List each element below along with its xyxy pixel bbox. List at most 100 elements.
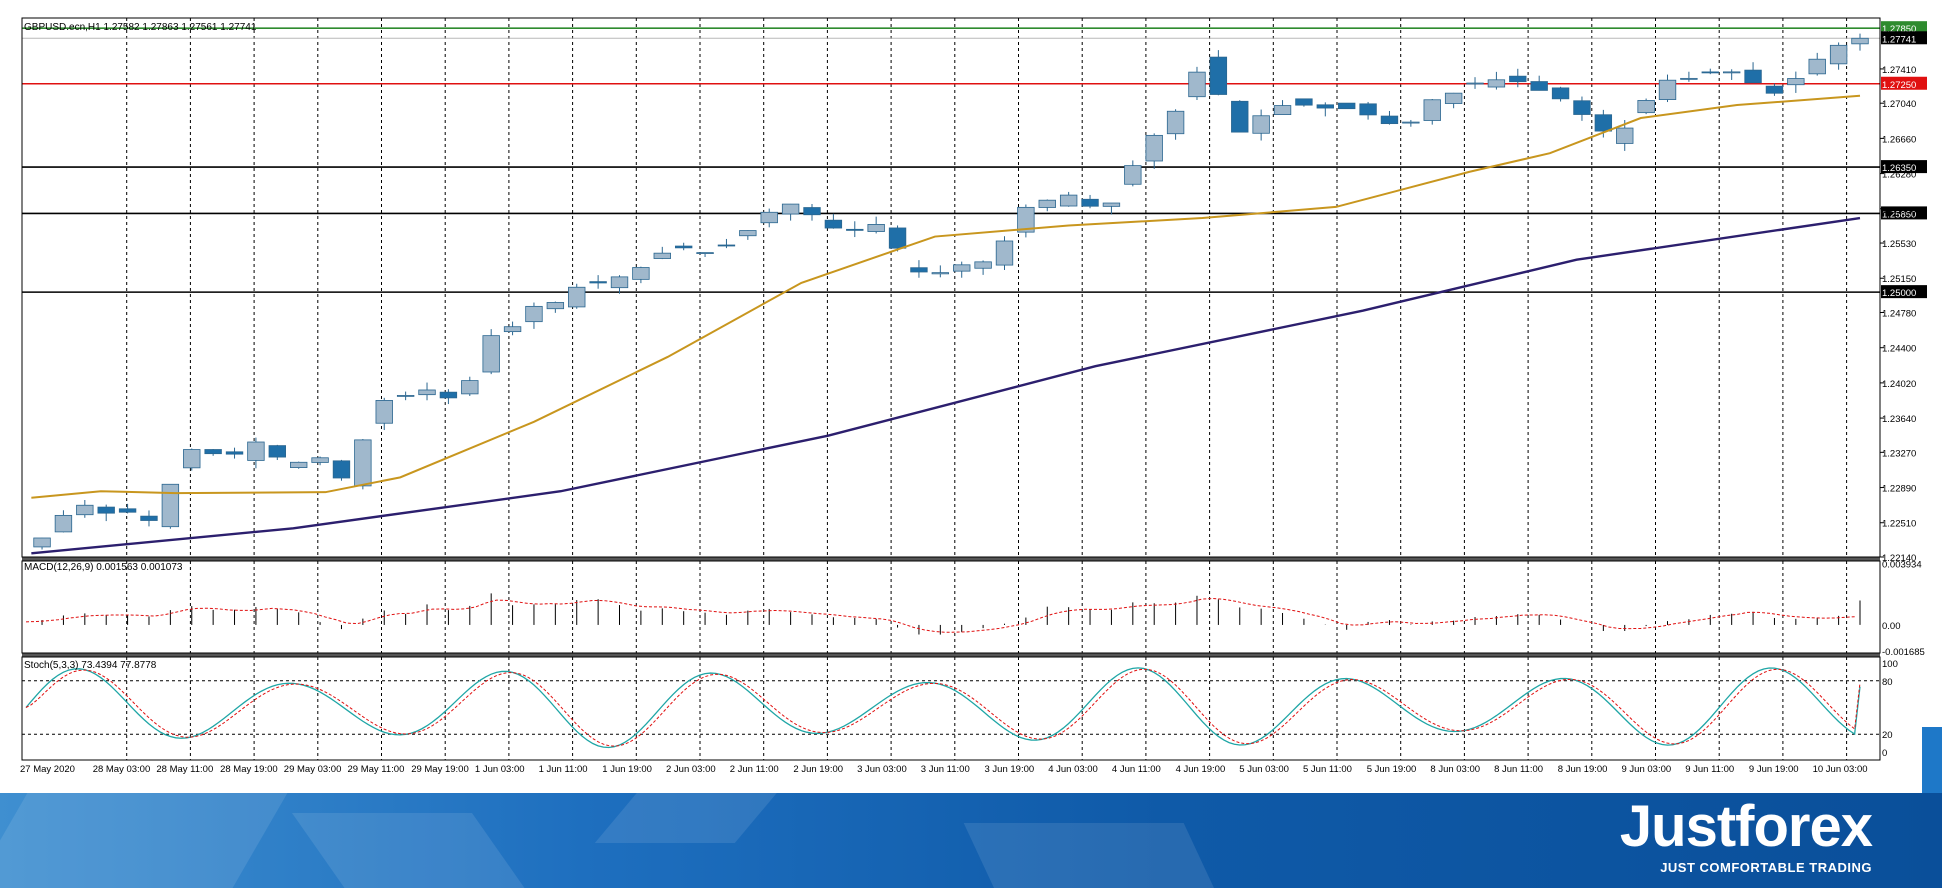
candle-body	[1273, 105, 1292, 116]
candle-body	[290, 461, 308, 468]
y-tick-label: 1.23270	[1882, 448, 1916, 459]
candle-body	[439, 391, 458, 399]
candle	[803, 203, 821, 221]
candle-body	[995, 240, 1014, 266]
x-tick-label: 28 May 11:00	[156, 764, 213, 775]
candle-body	[953, 264, 971, 272]
candle	[290, 461, 308, 469]
x-tick-label: 2 Jun 11:00	[730, 764, 779, 775]
candle-body	[1231, 100, 1249, 133]
candle	[1423, 98, 1441, 125]
panel-frame	[21, 656, 1881, 761]
candle-body	[1166, 110, 1185, 135]
candle	[1551, 86, 1570, 102]
price-level-label: 1.27250	[1882, 80, 1916, 91]
price-level-label: 1.25850	[1882, 209, 1916, 220]
candle-body	[1124, 165, 1142, 185]
candle	[1059, 191, 1078, 207]
candle-body	[1722, 71, 1741, 74]
candle-body	[1466, 82, 1484, 85]
candle	[354, 439, 372, 490]
x-tick-label: 3 Jun 19:00	[985, 764, 1035, 775]
candle-body	[1851, 37, 1869, 45]
macd-signal-line	[25, 598, 1855, 633]
logo-name: Justforex	[1619, 794, 1873, 859]
candle-body	[867, 224, 885, 232]
chart-background	[0, 0, 1942, 793]
candle-body	[1444, 92, 1463, 104]
candle	[482, 329, 500, 375]
candle-body	[1423, 99, 1441, 121]
candle-body	[1338, 102, 1356, 110]
candle	[610, 275, 629, 294]
candle	[1701, 68, 1719, 75]
candle-body	[396, 395, 415, 397]
candle-body	[781, 203, 800, 215]
price-chart: 1.27850 1.27250 1.26350 1.25850 1.25000 1.277…	[0, 0, 1942, 793]
candle	[97, 504, 115, 522]
candle	[396, 391, 415, 401]
candle-body	[1637, 100, 1655, 114]
candle-body	[1530, 81, 1548, 91]
candle-body	[1209, 56, 1228, 95]
candle-body	[1808, 58, 1826, 75]
x-tick-label: 8 Jun 19:00	[1558, 764, 1608, 775]
candle-body	[1081, 198, 1099, 207]
candle-body	[931, 272, 950, 275]
candle	[1744, 62, 1762, 84]
x-tick-label: 2 Jun 03:00	[666, 764, 716, 775]
stochastic-tick-label: 0	[1882, 748, 1887, 759]
candle-body	[268, 445, 286, 458]
candle-body	[739, 230, 757, 237]
candle-body	[974, 261, 992, 269]
candle-body	[1038, 199, 1056, 208]
y-tick-label: 1.27040	[1882, 99, 1916, 110]
candle	[739, 230, 757, 240]
x-tick-label: 5 Jun 03:00	[1239, 764, 1289, 775]
y-tick-label: 1.25900	[1882, 205, 1916, 216]
x-tick-label: 4 Jun 19:00	[1176, 764, 1226, 775]
price-level-box	[1881, 160, 1927, 174]
candle	[1851, 33, 1869, 51]
x-tick-label: 2 Jun 19:00	[793, 764, 843, 775]
candle	[1573, 96, 1591, 121]
candle-body	[418, 389, 436, 396]
candle	[461, 376, 479, 396]
x-tick-label: 8 Jun 03:00	[1430, 764, 1480, 775]
x-tick-label: 27 May 2020	[20, 764, 75, 775]
candle-body	[760, 211, 778, 224]
x-tick-label: 1 Jun 11:00	[539, 764, 588, 775]
price-level-label: 1.27850	[1882, 24, 1916, 35]
candle-body	[888, 227, 907, 249]
candle-body	[1551, 87, 1570, 100]
candle	[1380, 110, 1399, 125]
candle-body	[1487, 79, 1506, 88]
candle-body	[1680, 77, 1698, 80]
x-tick-label: 29 May 19:00	[411, 764, 469, 775]
candle-body	[311, 457, 329, 463]
candle	[824, 213, 843, 229]
candle	[204, 449, 222, 456]
candle	[1402, 119, 1420, 127]
candle-body	[204, 449, 222, 455]
macd-tick-label: 0.003934	[1882, 560, 1922, 571]
panel-frame	[21, 560, 1881, 654]
candle	[568, 283, 586, 309]
x-tick-label: 8 Jun 11:00	[1494, 764, 1543, 775]
candle	[995, 236, 1014, 271]
candle-body	[161, 483, 180, 528]
candle	[632, 266, 650, 284]
candle-body	[568, 286, 586, 308]
candle-body	[1316, 104, 1334, 109]
candle	[1252, 109, 1270, 141]
candle	[846, 221, 864, 238]
candle	[1444, 92, 1463, 109]
price-level-box	[1881, 206, 1927, 220]
y-tick-label: 1.26660	[1882, 134, 1916, 145]
candle-body	[375, 400, 393, 424]
y-tick-label: 1.23640	[1882, 414, 1916, 425]
current-price-label: 1.27741	[1882, 34, 1916, 45]
candle	[1680, 71, 1698, 82]
x-tick-label: 28 May 19:00	[220, 764, 278, 775]
candle-body	[1616, 127, 1634, 144]
